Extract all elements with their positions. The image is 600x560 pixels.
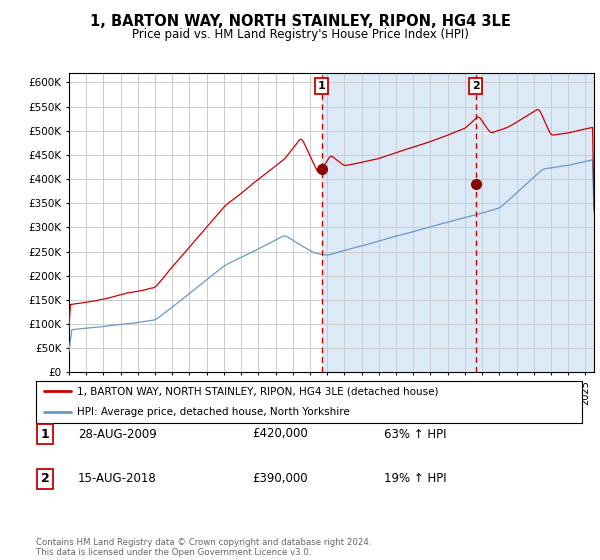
Text: 2: 2 [472, 81, 479, 91]
Text: 28-AUG-2009: 28-AUG-2009 [78, 427, 157, 441]
Text: HPI: Average price, detached house, North Yorkshire: HPI: Average price, detached house, Nort… [77, 407, 350, 417]
Text: 1, BARTON WAY, NORTH STAINLEY, RIPON, HG4 3LE: 1, BARTON WAY, NORTH STAINLEY, RIPON, HG… [89, 14, 511, 29]
Bar [322, 73, 600, 372]
Text: 1, BARTON WAY, NORTH STAINLEY, RIPON, HG4 3LE (detached house): 1, BARTON WAY, NORTH STAINLEY, RIPON, HG… [77, 386, 439, 396]
Text: £390,000: £390,000 [252, 472, 308, 486]
Text: 19% ↑ HPI: 19% ↑ HPI [384, 472, 446, 486]
Text: £420,000: £420,000 [252, 427, 308, 441]
Text: 15-AUG-2018: 15-AUG-2018 [78, 472, 157, 486]
Text: Contains HM Land Registry data © Crown copyright and database right 2024.
This d: Contains HM Land Registry data © Crown c… [36, 538, 371, 557]
Text: 1: 1 [41, 427, 49, 441]
Text: 63% ↑ HPI: 63% ↑ HPI [384, 427, 446, 441]
Text: 2: 2 [41, 472, 49, 486]
Text: Price paid vs. HM Land Registry's House Price Index (HPI): Price paid vs. HM Land Registry's House … [131, 28, 469, 41]
Text: 1: 1 [317, 81, 325, 91]
